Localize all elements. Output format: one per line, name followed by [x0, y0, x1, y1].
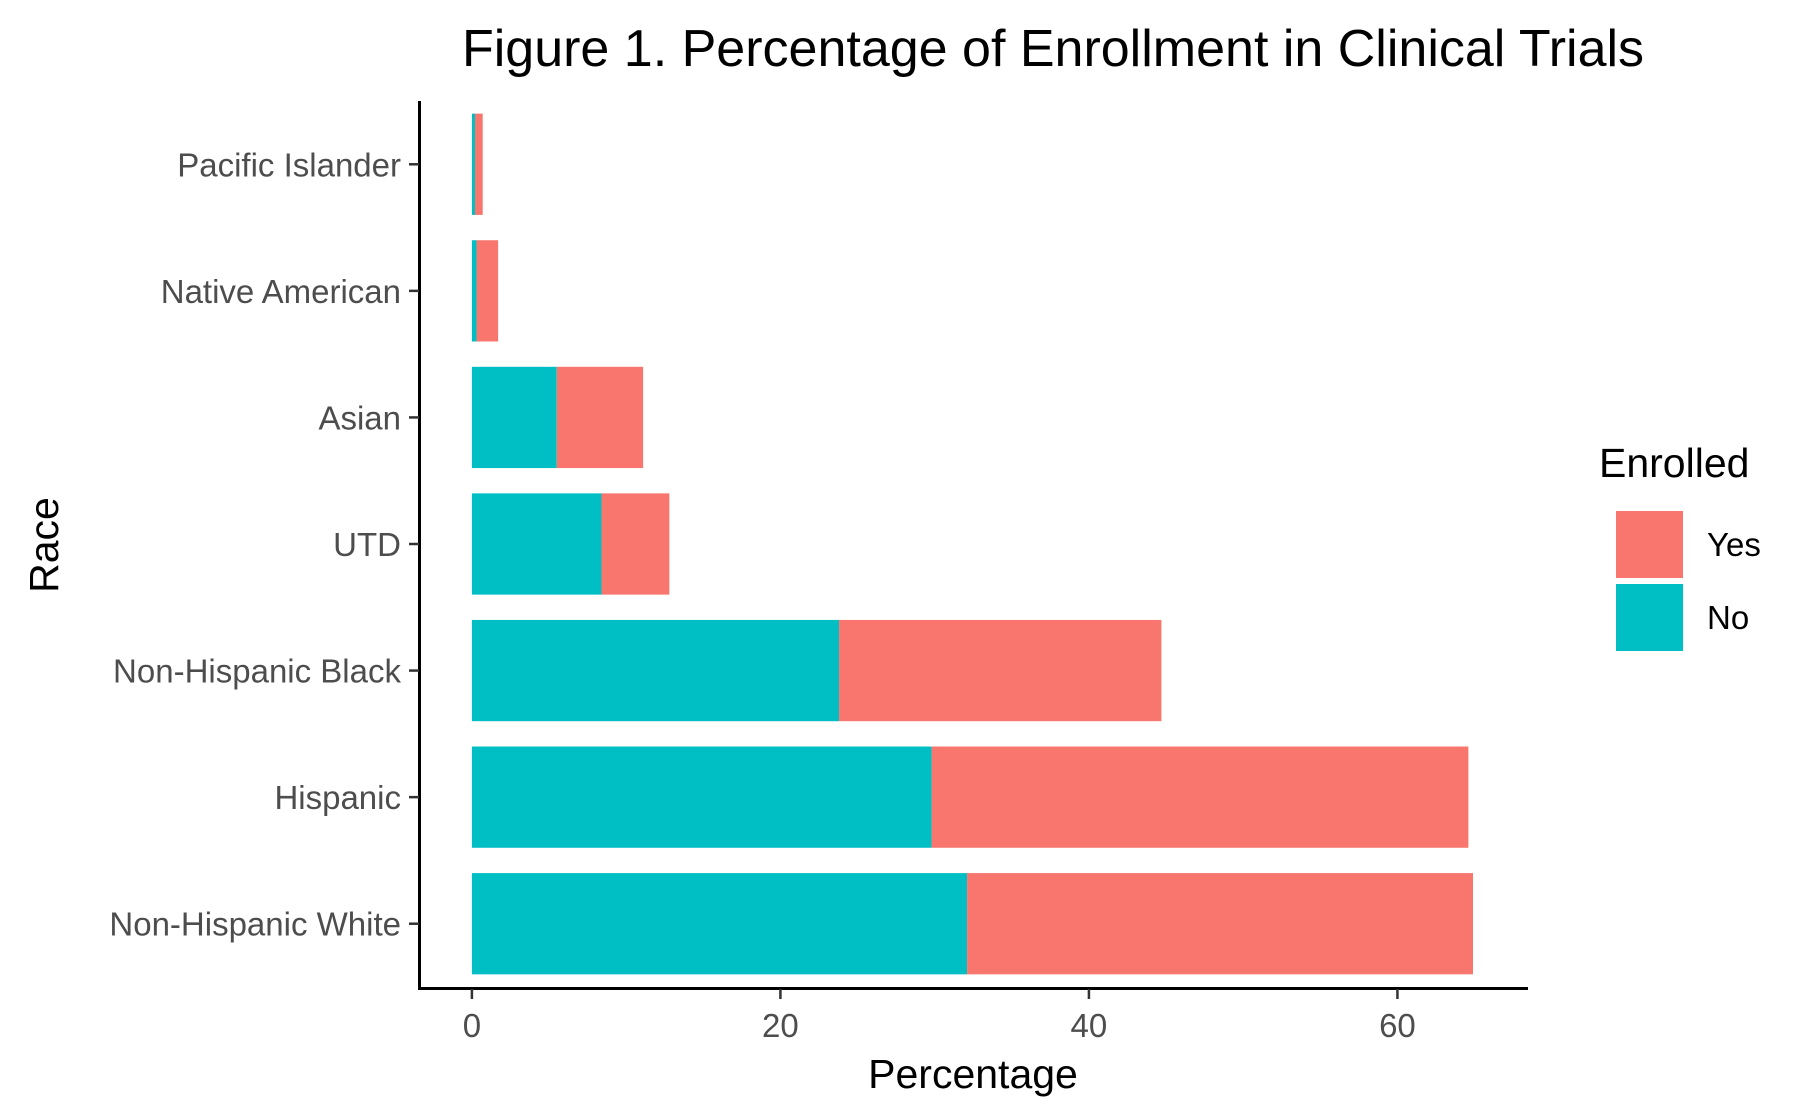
legend-label-no: No [1707, 599, 1749, 636]
bar-utd-no [471, 493, 602, 595]
y-tick-label: Non-Hispanic White [109, 906, 401, 943]
x-axis-title: Percentage [868, 1051, 1078, 1097]
bar-pacific-islander-no [471, 113, 475, 215]
bar-hispanic-yes [931, 746, 1469, 848]
bar-pacific-islander-yes [474, 113, 483, 215]
y-tick-label: Native American [161, 273, 401, 310]
bar-native-american-yes [476, 240, 499, 342]
plot-area [471, 113, 1474, 975]
bar-asian-no [471, 366, 557, 469]
y-tick-label: Non-Hispanic Black [113, 653, 401, 690]
legend: Enrolled Yes No [1599, 440, 1761, 651]
x-tick-label: 0 [463, 1007, 481, 1044]
y-tick-label: Pacific Islander [177, 146, 401, 183]
y-tick-label: Hispanic [274, 779, 401, 816]
y-tick-label: Asian [318, 399, 401, 436]
bar-non-hispanic-white-yes [967, 873, 1474, 975]
y-tick-label: UTD [333, 526, 401, 563]
legend-entries: Yes No [1616, 511, 1761, 651]
x-tick-label: 60 [1379, 1007, 1416, 1044]
y-axis-title: Race [21, 497, 67, 593]
bar-non-hispanic-black-yes [839, 619, 1162, 722]
bar-non-hispanic-white-no [471, 873, 968, 975]
bar-non-hispanic-black-no [471, 619, 840, 722]
x-tick-label: 40 [1071, 1007, 1108, 1044]
bar-native-american-no [471, 240, 477, 342]
legend-swatch-yes [1616, 511, 1683, 578]
bar-asian-yes [556, 366, 644, 469]
x-tick-label: 20 [762, 1007, 799, 1044]
bar-utd-yes [601, 493, 670, 595]
legend-label-yes: Yes [1707, 526, 1761, 563]
bar-hispanic-no [471, 746, 932, 848]
y-axis-ticks: Pacific Islander Native American Asian UTD N… [109, 146, 419, 943]
chart-title: Figure 1. Percentage of Enrollment in Cl… [462, 20, 1644, 78]
x-axis-ticks: 0 20 40 60 [463, 989, 1416, 1044]
legend-swatch-no [1616, 584, 1683, 651]
legend-title: Enrolled [1599, 440, 1749, 486]
